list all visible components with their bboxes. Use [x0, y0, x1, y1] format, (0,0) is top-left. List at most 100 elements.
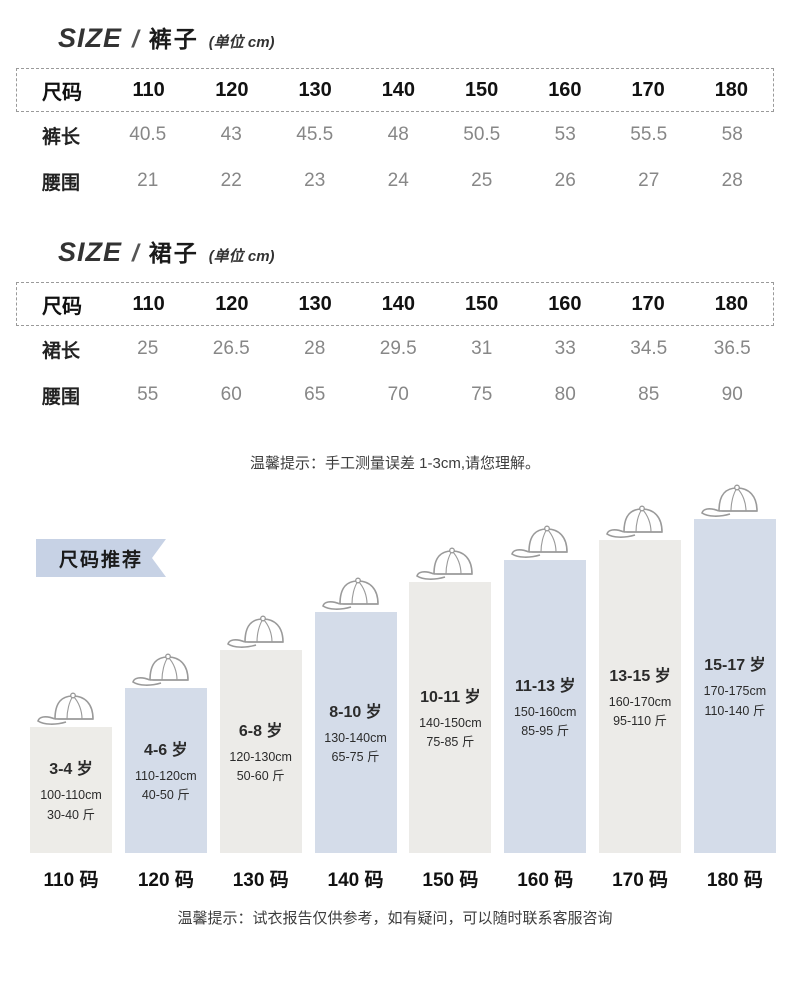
header-cell: 140 [381, 292, 416, 315]
bar-column-140: 8-10 岁 130-140cm 65-75 斤 140 码 [314, 576, 397, 891]
unit-label: (单位 cm) [208, 34, 275, 51]
row-label: 腰围 [41, 172, 80, 194]
height-range: 100-110cm [40, 788, 102, 803]
age-range: 4-6 岁 [144, 741, 188, 759]
bar-column-180: 15-17 岁 170-175cm 110-140 斤 180 码 [693, 483, 776, 891]
height-range: 130-140cm [324, 730, 387, 745]
header-cell: 160 [548, 78, 582, 101]
value-cell: 22 [220, 170, 242, 191]
age-range: 3-4 岁 [49, 761, 93, 779]
height-range: 170-175cm [703, 684, 767, 699]
value-cell: 75 [471, 384, 493, 405]
header-cell: 150 [464, 292, 499, 315]
size-code-label: 120 码 [137, 870, 194, 891]
age-range: 13-15 岁 [609, 667, 671, 685]
row-label: 裤长 [41, 126, 80, 148]
height-range: 110-120cm [135, 768, 197, 783]
value-cell: 24 [387, 170, 409, 191]
table-row: 裤长 40.5 43 45.5 48 50.5 53 55.5 58 [16, 112, 774, 158]
value-cell: 50.5 [463, 124, 501, 145]
value-cell: 25 [137, 338, 159, 359]
skirt-size-table: 尺码 110 120 130 140 150 160 170 180 裙长 25… [16, 282, 774, 418]
unit-label: (单位 cm) [208, 248, 275, 265]
recommendation-bar: 4-6 岁 110-120cm 40-50 斤 [124, 688, 207, 853]
bar-column-150: 10-11 岁 140-150cm 75-85 斤 150 码 [409, 546, 492, 891]
value-cell: 23 [304, 170, 326, 191]
value-cell: 36.5 [713, 338, 751, 359]
size-code-label: 130 码 [232, 870, 289, 891]
cap-icon [131, 653, 189, 686]
customer-service-note: 温馨提示：试衣报告仅供参考，如有疑问，可以随时联系客服咨询 [177, 910, 613, 927]
value-cell: 31 [471, 338, 493, 359]
cap-icon [700, 484, 758, 517]
garment-name: 裙子 [148, 240, 199, 266]
pants-size-table: 尺码 110 120 130 140 150 160 170 180 裤长 40… [16, 68, 774, 204]
size-word: SIZE [58, 237, 123, 267]
value-cell: 90 [721, 384, 743, 405]
garment-name: 裤子 [148, 26, 199, 52]
size-recommendation-chart: 尺码推荐 3-4 岁 100-110cm 30-40 斤 110 码 [0, 483, 790, 891]
value-cell: 45.5 [296, 124, 334, 145]
header-cell: 110 [132, 78, 165, 101]
weight-range: 30-40 斤 [47, 807, 95, 822]
title-slash: / [132, 26, 139, 53]
weight-range: 65-75 斤 [331, 750, 380, 764]
value-cell: 85 [638, 384, 660, 405]
size-recommendation-ribbon: 尺码推荐 [36, 539, 166, 577]
value-cell: 28 [721, 170, 743, 191]
value-cell: 60 [220, 384, 242, 405]
cap-icon [606, 505, 663, 538]
size-word: SIZE [58, 23, 123, 53]
age-range: 15-17 岁 [704, 657, 766, 675]
weight-range: 40-50 斤 [141, 788, 190, 802]
value-cell: 26 [554, 170, 576, 191]
recommendation-bar: 3-4 岁 100-110cm 30-40 斤 [30, 727, 112, 853]
value-cell: 25 [471, 170, 493, 191]
age-range: 11-13 岁 [514, 677, 576, 695]
value-cell: 28 [304, 338, 326, 359]
size-code-label: 170 码 [612, 870, 669, 891]
value-cell: 55 [137, 384, 159, 405]
weight-range: 85-95 斤 [521, 724, 570, 738]
header-cell: 150 [464, 78, 499, 101]
header-cell: 170 [631, 292, 665, 315]
recommendation-bar: 15-17 岁 170-175cm 110-140 斤 [693, 519, 776, 853]
header-cell: 180 [714, 292, 749, 315]
cap-icon [226, 615, 284, 648]
value-cell: 34.5 [630, 338, 668, 359]
recommendation-bar: 6-8 岁 120-130cm 50-60 斤 [219, 650, 302, 853]
bar-column-170: 13-15 岁 160-170cm 95-110 斤 170 码 [599, 504, 682, 891]
value-cell: 26.5 [212, 338, 250, 359]
bar-column-110: 3-4 岁 100-110cm 30-40 斤 110 码 [30, 691, 112, 891]
value-cell: 58 [721, 124, 743, 145]
table-header-row: 尺码 110 120 130 140 150 160 170 180 [16, 282, 774, 326]
value-cell: 29.5 [379, 338, 417, 359]
size-code-label: 160 码 [517, 870, 574, 891]
height-range: 160-170cm [608, 694, 672, 709]
table-row: 腰围 21 22 23 24 25 26 27 28 [16, 158, 774, 204]
bar-column-130: 6-8 岁 120-130cm 50-60 斤 130 码 [219, 614, 302, 891]
weight-range: 95-110 斤 [613, 714, 668, 728]
size-code-label: 110 码 [43, 870, 99, 891]
size-code-label: 150 码 [422, 870, 479, 891]
row-label: 腰围 [41, 386, 80, 408]
bar-column-120: 4-6 岁 110-120cm 40-50 斤 120 码 [124, 652, 207, 891]
header-cell: 140 [381, 78, 416, 101]
row-label: 裙长 [41, 340, 80, 362]
header-cell: 130 [298, 292, 332, 315]
bar-column-160: 11-13 岁 150-160cm 85-95 斤 160 码 [504, 524, 587, 891]
value-cell: 80 [554, 384, 576, 405]
header-cell: 120 [215, 78, 249, 101]
value-cell: 48 [387, 124, 409, 145]
cap-icon [321, 577, 379, 610]
title-slash: / [132, 240, 139, 267]
recommendation-bar: 13-15 岁 160-170cm 95-110 斤 [599, 540, 682, 853]
cap-icon [416, 547, 474, 580]
pants-section-title: SIZE / 裤子 (单位 cm) [0, 0, 790, 68]
pants-size-section: SIZE / 裤子 (单位 cm) 尺码 110 120 130 140 150… [0, 0, 790, 204]
header-cell: 110 [132, 292, 165, 315]
value-cell: 53 [554, 124, 576, 145]
weight-range: 75-85 斤 [426, 735, 475, 749]
height-range: 120-130cm [229, 749, 292, 764]
value-cell: 40.5 [129, 124, 167, 145]
